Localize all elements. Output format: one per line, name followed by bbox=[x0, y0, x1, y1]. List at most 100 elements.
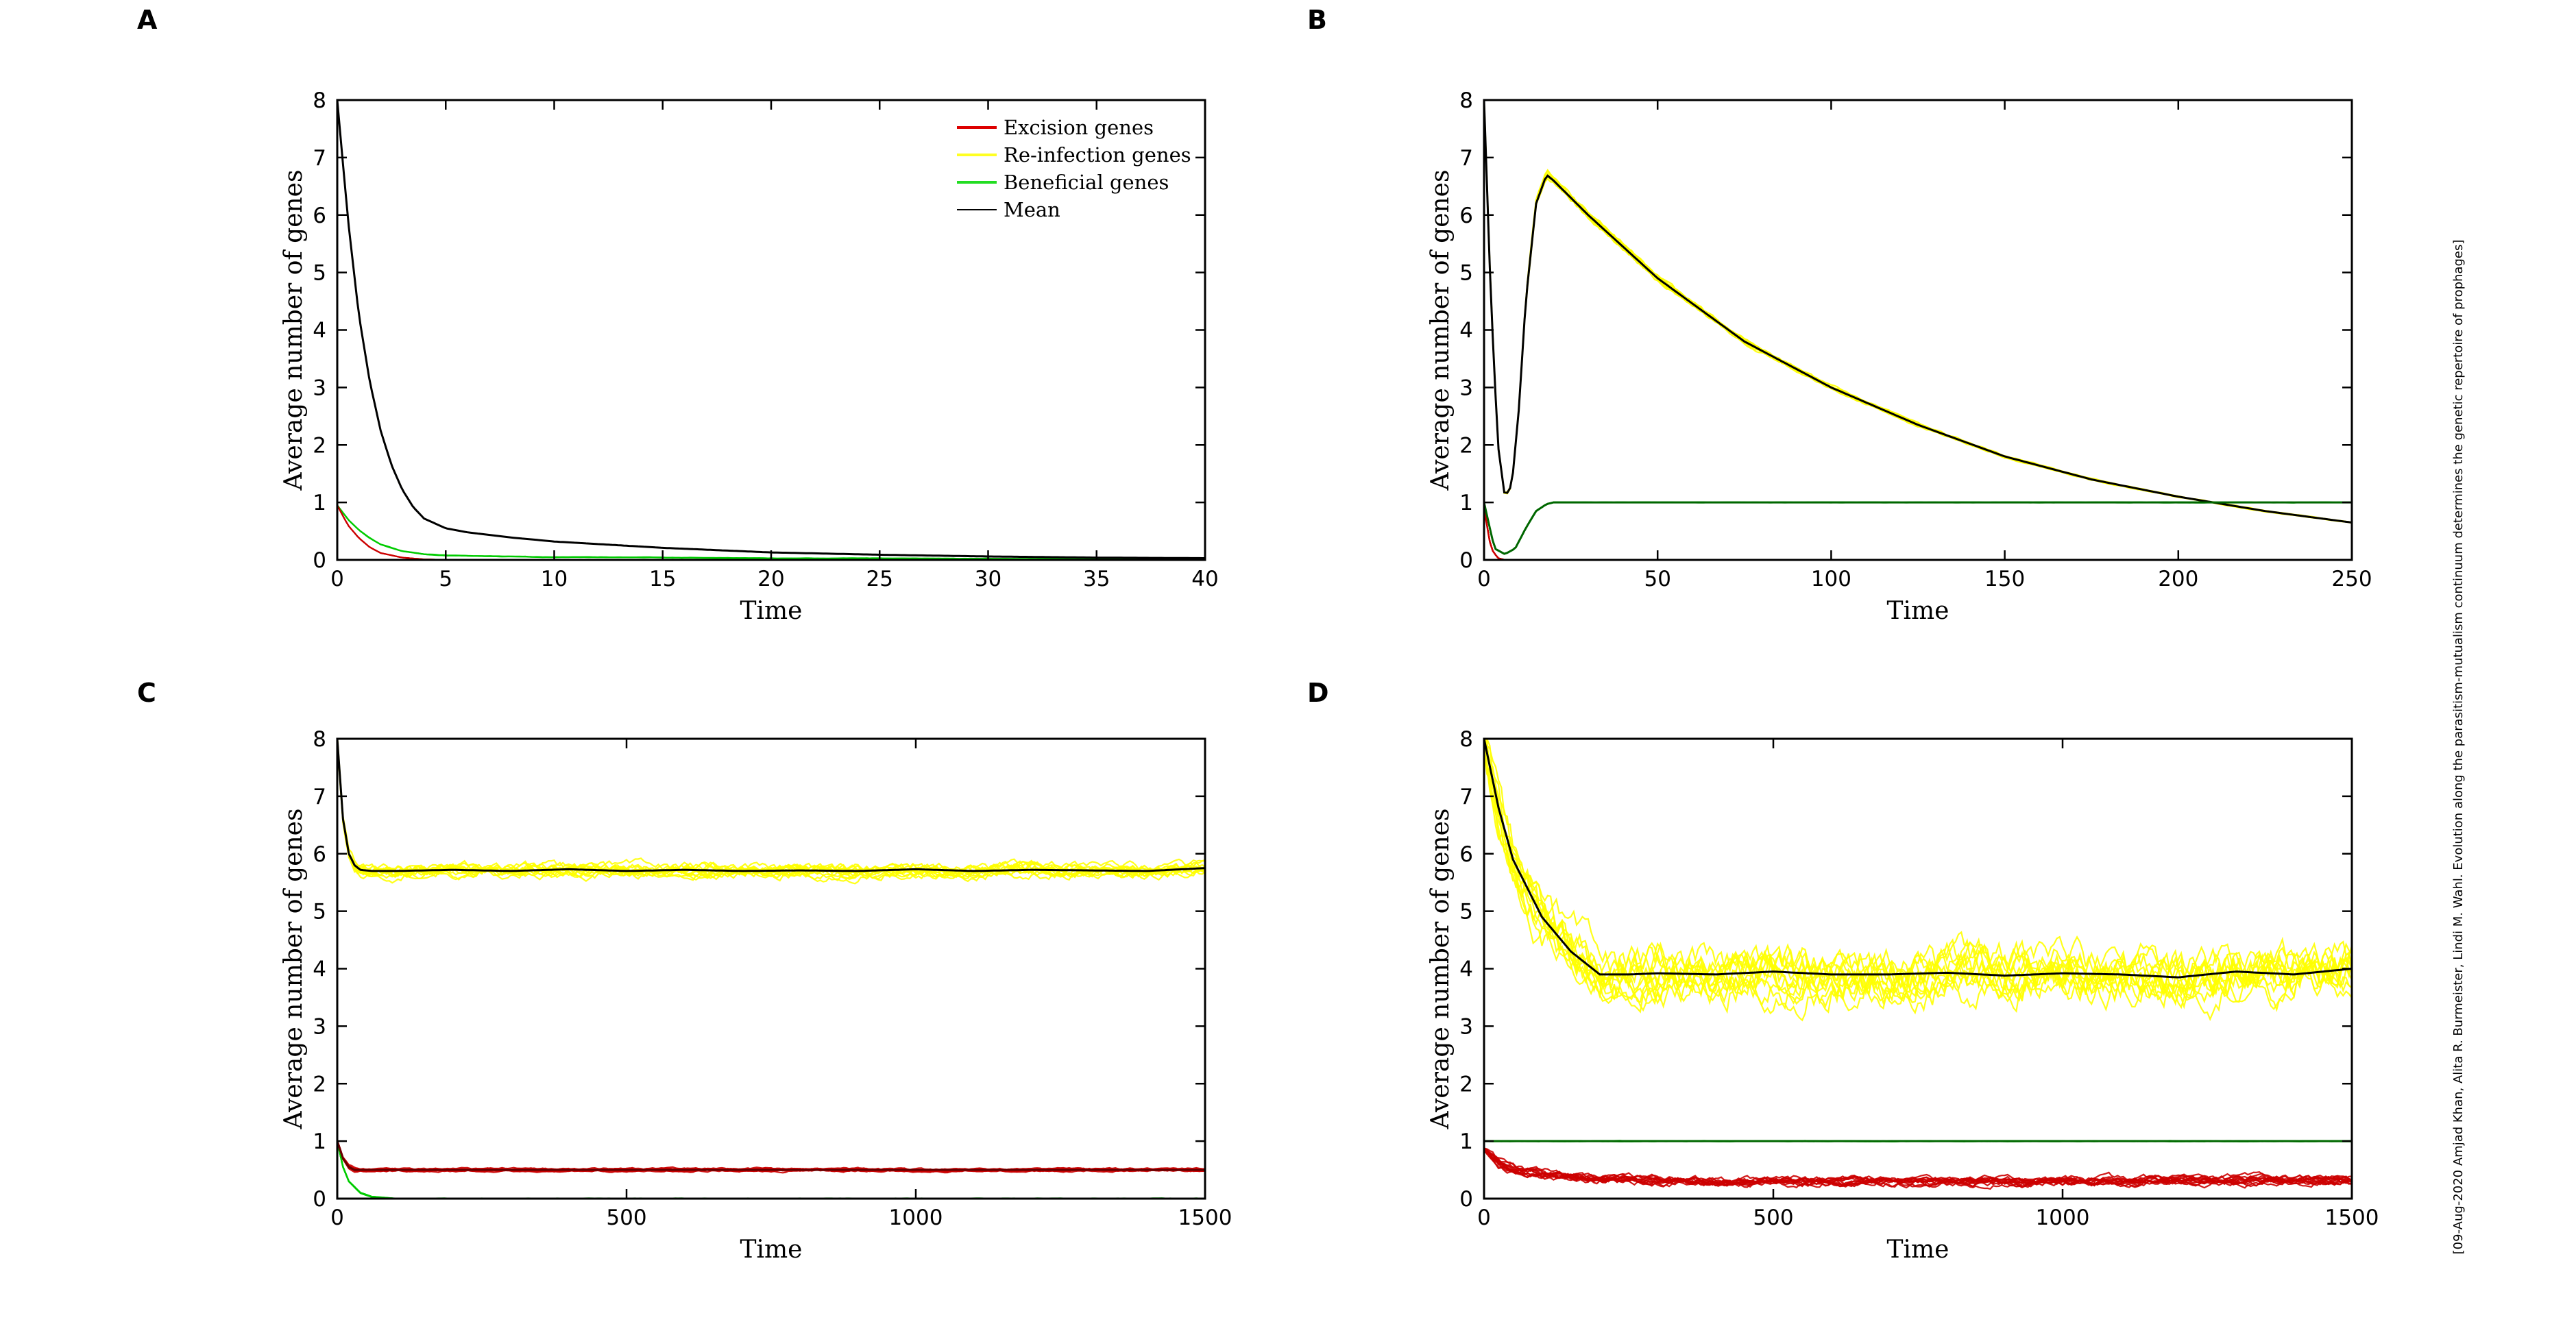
replicate-line bbox=[1484, 501, 2352, 555]
y-tick-label: 1 bbox=[313, 1129, 326, 1154]
series-beneficial-genes bbox=[1484, 501, 2352, 555]
series-re-infection-genes bbox=[1484, 100, 2352, 524]
replicate-line bbox=[1484, 501, 2352, 555]
y-tick-label: 5 bbox=[1459, 900, 1473, 924]
replicate-line bbox=[337, 742, 1205, 881]
replicate-line bbox=[1484, 508, 2352, 560]
replicate-line bbox=[1484, 501, 2352, 555]
x-tick-label: 1000 bbox=[2036, 1205, 2090, 1230]
replicate-line bbox=[337, 100, 1205, 559]
x-tick-label: 40 bbox=[1191, 567, 1218, 591]
x-axis-label: Time bbox=[740, 597, 803, 625]
plot-area bbox=[337, 100, 1205, 560]
mean-line bbox=[1484, 739, 2352, 979]
legend: Excision genes Re-infection genes Benefici… bbox=[957, 116, 1191, 221]
replicate-line bbox=[1484, 750, 2352, 1009]
series-mean-re-infection- bbox=[337, 100, 1205, 559]
y-tick-label: 1 bbox=[1459, 1129, 1473, 1154]
y-tick-label: 2 bbox=[1459, 1072, 1473, 1097]
replicate-line bbox=[1484, 508, 2352, 560]
mean-line bbox=[337, 100, 1205, 559]
series-re-infection-genes bbox=[337, 100, 1205, 559]
x-tick-label: 0 bbox=[1477, 1205, 1491, 1230]
replicate-line bbox=[1484, 501, 2352, 555]
y-tick-label: 6 bbox=[1459, 842, 1473, 867]
replicate-line bbox=[337, 739, 1205, 881]
y-tick-label: 4 bbox=[313, 319, 326, 343]
axes-frame bbox=[336, 737, 1206, 1200]
x-tick-label: 150 bbox=[1984, 567, 2025, 591]
panel-C: C 0 500 1000 1500 0 1 2 3 4 5 6 7 8 Time Average number… bbox=[137, 678, 1232, 1264]
replicate-line bbox=[337, 742, 1205, 879]
replicate-line bbox=[1484, 100, 2352, 524]
y-tick-label: 3 bbox=[313, 376, 326, 400]
replicate-line bbox=[1484, 508, 2352, 560]
y-tick-label: 6 bbox=[313, 204, 326, 228]
series-mean-re-infection- bbox=[337, 739, 1205, 872]
x-tick-label: 50 bbox=[1644, 567, 1670, 591]
y-tick-label: 8 bbox=[1459, 727, 1473, 752]
replicate-line bbox=[337, 739, 1205, 881]
replicate-line bbox=[1484, 508, 2352, 560]
replicate-line bbox=[1484, 748, 2352, 1022]
x-tick-label: 15 bbox=[649, 567, 676, 591]
panel-A: A 0 5 10 15 20 25 30 35 40 0 1 2 3 4 5 6 7 8 Time Average nu… bbox=[137, 5, 1219, 625]
replicate-line bbox=[1484, 501, 2352, 555]
series-excision-genes bbox=[337, 1140, 1205, 1174]
replicate-line bbox=[1484, 100, 2352, 524]
x-tick-label: 30 bbox=[975, 567, 1001, 591]
replicate-line bbox=[1484, 508, 2352, 560]
x-tick-label: 200 bbox=[2158, 567, 2198, 591]
mean-line bbox=[1484, 100, 2352, 524]
y-tick-label: 3 bbox=[1459, 1014, 1473, 1039]
plot-area bbox=[1484, 739, 2352, 1190]
replicate-line bbox=[1484, 102, 2352, 524]
replicate-line bbox=[1484, 100, 2352, 524]
replicate-line bbox=[1484, 508, 2352, 560]
panel-letter: D bbox=[1307, 678, 1329, 708]
x-axis-label: Time bbox=[1887, 1236, 1949, 1264]
x-tick-label: 25 bbox=[866, 567, 893, 591]
replicate-line bbox=[1484, 508, 2352, 560]
x-tick-label: 0 bbox=[1477, 567, 1491, 591]
replicate-line bbox=[1484, 508, 2352, 560]
replicate-line bbox=[1484, 1147, 2352, 1189]
axes-frame bbox=[1483, 99, 2353, 561]
replicate-line bbox=[1484, 501, 2352, 555]
replicate-line bbox=[337, 739, 1205, 881]
series-excision-genes bbox=[1484, 508, 2352, 560]
y-tick-label: 0 bbox=[313, 1187, 326, 1212]
y-tick-label: 5 bbox=[313, 261, 326, 286]
replicate-line bbox=[1484, 501, 2352, 555]
y-tick-label: 6 bbox=[313, 842, 326, 867]
panel-B: B 0 50 100 150 200 250 0 1 2 3 4 5 6 7 8 Time Average num… bbox=[1307, 5, 2372, 625]
x-tick-label: 35 bbox=[1083, 567, 1110, 591]
replicate-line bbox=[337, 100, 1205, 559]
series-mean-beneficial- bbox=[1484, 501, 2352, 555]
y-tick-label: 5 bbox=[313, 900, 326, 924]
replicate-line bbox=[1484, 501, 2352, 555]
plot-area bbox=[337, 739, 1205, 1199]
y-tick-label: 5 bbox=[1459, 261, 1473, 286]
replicate-line bbox=[1484, 501, 2352, 555]
x-tick-label: 20 bbox=[757, 567, 784, 591]
replicate-line bbox=[1484, 100, 2352, 524]
replicate-line bbox=[1484, 100, 2352, 524]
x-tick-label: 1000 bbox=[889, 1205, 943, 1230]
mean-line bbox=[1484, 501, 2352, 555]
y-tick-label: 7 bbox=[1459, 146, 1473, 171]
x-tick-label: 500 bbox=[606, 1205, 646, 1230]
y-tick-label: 4 bbox=[1459, 957, 1473, 982]
x-tick-label: 250 bbox=[2331, 567, 2372, 591]
y-tick-label: 4 bbox=[1459, 319, 1473, 343]
replicate-line bbox=[1484, 740, 2352, 1014]
series-mean-re-infection- bbox=[1484, 100, 2352, 524]
y-tick-label: 2 bbox=[313, 433, 326, 458]
y-tick-label: 6 bbox=[1459, 204, 1473, 228]
replicate-line bbox=[1484, 748, 2352, 1022]
replicate-line bbox=[337, 739, 1205, 881]
x-tick-label: 500 bbox=[1753, 1205, 1793, 1230]
y-tick-label: 2 bbox=[1459, 433, 1473, 458]
